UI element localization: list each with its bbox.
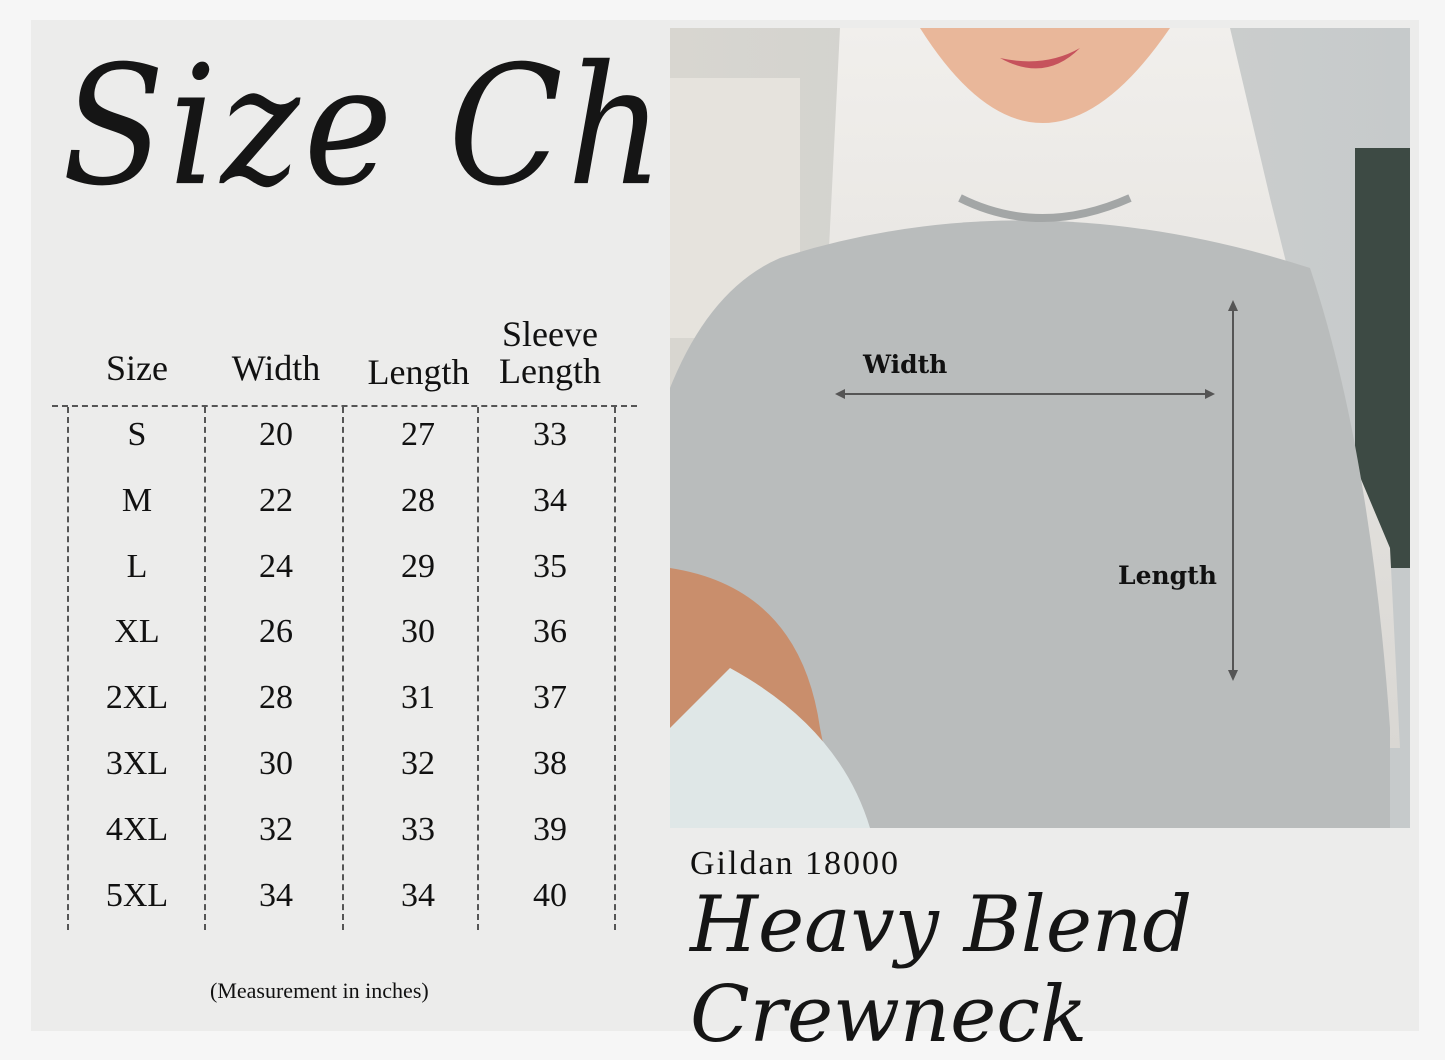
cell-sleeve-length: 34 [533, 481, 567, 519]
cell-width: 32 [259, 810, 293, 848]
cell-width: 22 [259, 481, 293, 519]
header-sleeve: Sleeve [502, 314, 598, 354]
cell-width: 30 [259, 745, 293, 782]
header-width: Width [231, 348, 321, 388]
cell-length: 30 [401, 613, 435, 651]
column-divider [342, 407, 344, 930]
cell-sleeve-length: 36 [533, 613, 567, 651]
header-divider [52, 405, 637, 407]
cell-sleeve-length: 38 [533, 745, 567, 782]
cell-width: 26 [259, 613, 293, 651]
length-label: Length [1118, 561, 1217, 590]
column-divider [204, 407, 206, 930]
cell-width: 20 [259, 416, 293, 453]
header-sleeve-length: Length [499, 351, 601, 391]
cell-width: 28 [259, 679, 293, 717]
header-length: Length [367, 352, 470, 392]
cell-sleeve-length: 33 [533, 416, 567, 453]
cell-length: 27 [401, 416, 435, 453]
cell-sleeve-length: 39 [533, 810, 567, 848]
cell-length: 34 [401, 876, 435, 914]
cell-width: 34 [259, 876, 293, 914]
cell-size: XL [114, 613, 160, 651]
cell-length: 29 [401, 547, 435, 585]
model-sweatshirt-illustration [670, 28, 1410, 828]
cell-size: 4XL [105, 810, 169, 848]
width-label: Width [863, 350, 948, 379]
cell-size: S [127, 416, 147, 453]
cell-length: 32 [401, 745, 435, 782]
cell-length: 31 [401, 679, 435, 717]
cell-length: 33 [401, 810, 435, 848]
product-brand: Gildan 18000 [690, 845, 901, 882]
cell-sleeve-length: 37 [533, 679, 567, 717]
column-divider [67, 407, 69, 930]
product-name: Heavy Blend Crewneck [690, 880, 1193, 1060]
cell-size: 3XL [105, 745, 169, 782]
column-divider [614, 407, 616, 930]
column-divider [477, 407, 479, 930]
header-size: Size [106, 348, 168, 388]
cell-sleeve-length: 40 [533, 876, 567, 914]
product-photo: Width Length [670, 28, 1410, 828]
cell-size: 5XL [105, 876, 169, 914]
cell-size: M [121, 481, 153, 519]
measurement-note: (Measurement in inches) [210, 978, 429, 1003]
cell-length: 28 [401, 481, 435, 519]
cell-width: 24 [259, 547, 293, 585]
cell-sleeve-length: 35 [533, 547, 567, 585]
cell-size: 2XL [105, 679, 169, 717]
cell-size: L [126, 547, 148, 585]
